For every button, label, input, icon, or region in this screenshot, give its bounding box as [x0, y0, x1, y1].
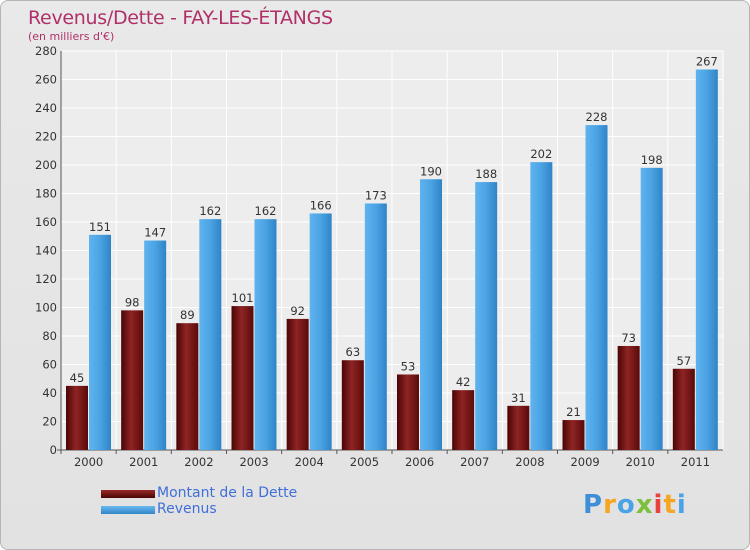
logo-letter: i — [676, 490, 687, 520]
y-tick-label: 200 — [35, 158, 57, 172]
data-label-dette: 45 — [70, 371, 85, 385]
bar-revenus — [530, 162, 553, 450]
data-label-dette: 31 — [511, 391, 526, 405]
bar-dette — [562, 420, 585, 450]
logo-letter: t — [663, 490, 677, 520]
x-tick-label: 2006 — [405, 455, 434, 469]
x-tick-label: 2010 — [626, 455, 655, 469]
bar-revenus — [144, 240, 167, 450]
y-tick-label: 20 — [42, 415, 57, 429]
y-tick-label: 40 — [42, 386, 57, 400]
bar-dette — [507, 405, 530, 450]
data-label-revenus: 198 — [641, 153, 663, 167]
legend-label-dette: Montant de la Dette — [157, 485, 298, 501]
data-label-dette: 73 — [621, 331, 636, 345]
x-tick-label: 2007 — [460, 455, 489, 469]
bar-dette — [672, 368, 695, 450]
data-label-revenus: 202 — [530, 147, 552, 161]
data-label-dette: 53 — [401, 359, 416, 373]
y-tick-label: 120 — [35, 272, 57, 286]
labels-layer: 45 98 89 101 92 63 53 42 31 21 73 57 151 147 162 162 166… — [70, 55, 718, 420]
data-label-revenus: 151 — [89, 220, 111, 234]
data-label-revenus: 190 — [420, 164, 442, 178]
data-label-dette: 92 — [290, 304, 305, 318]
y-tick-label: 0 — [50, 443, 57, 457]
logo-letter: x — [635, 490, 654, 520]
legend-item-revenus: Revenus — [101, 501, 361, 519]
bar-dette — [66, 385, 88, 450]
data-label-dette: 42 — [456, 375, 471, 389]
x-tick-label: 2009 — [570, 455, 599, 469]
x-tick-label: 2011 — [681, 455, 710, 469]
data-label-dette: 63 — [346, 345, 361, 359]
x-tick-label: 2004 — [295, 455, 324, 469]
chart-subtitle: (en milliers d'€) — [28, 30, 115, 43]
x-tick-label: 2001 — [129, 455, 158, 469]
axis-layer: 0 20 40 60 80 100 120 140 160 180 200 220 240 260 280 2… — [35, 44, 723, 469]
bar-dette — [452, 390, 475, 450]
y-tick-label: 100 — [35, 301, 57, 315]
y-tick-label: 240 — [35, 101, 57, 115]
bar-revenus — [475, 182, 498, 450]
bar-revenus — [695, 69, 718, 451]
legend-label-revenus: Revenus — [157, 501, 217, 517]
x-tick-label: 2003 — [239, 455, 268, 469]
y-tick-label: 140 — [35, 244, 57, 258]
bar-revenus — [309, 213, 332, 450]
data-label-revenus: 188 — [475, 167, 497, 181]
proxiti-logo: Proxiti — [583, 490, 687, 520]
legend-swatch-dette — [101, 490, 155, 498]
y-tick-label: 60 — [42, 358, 57, 372]
bar-dette — [397, 374, 419, 450]
legend: Montant de la Dette Revenus — [101, 485, 361, 519]
bar-dette — [121, 310, 144, 450]
x-tick-label: 2002 — [184, 455, 213, 469]
bar-revenus — [254, 219, 277, 450]
bar-revenus — [585, 125, 608, 450]
x-tick-label: 2000 — [74, 455, 103, 469]
data-label-revenus: 267 — [696, 55, 718, 69]
grid-layer — [60, 50, 724, 451]
legend-item-dette: Montant de la Dette — [101, 485, 361, 503]
bar-dette — [286, 318, 309, 450]
data-label-dette: 89 — [180, 308, 195, 322]
data-label-revenus: 162 — [255, 204, 277, 218]
data-label-revenus: 147 — [144, 226, 166, 240]
data-label-dette: 21 — [566, 405, 581, 419]
logo-letter: r — [603, 490, 617, 520]
bar-dette — [341, 360, 364, 450]
bar-dette — [231, 306, 254, 450]
data-label-revenus: 228 — [586, 110, 608, 124]
y-tick-label: 80 — [42, 329, 57, 343]
y-tick-label: 220 — [35, 130, 57, 144]
bar-revenus — [364, 203, 387, 450]
y-tick-label: 180 — [35, 187, 57, 201]
x-tick-label: 2008 — [515, 455, 544, 469]
bar-revenus — [420, 179, 442, 450]
data-label-revenus: 173 — [365, 188, 387, 202]
data-label-revenus: 166 — [310, 198, 332, 212]
y-tick-label: 160 — [35, 215, 57, 229]
bar-revenus — [89, 234, 111, 450]
legend-swatch-revenus — [101, 506, 155, 514]
logo-letter: P — [583, 490, 604, 520]
data-label-revenus: 162 — [199, 204, 221, 218]
bar-dette — [176, 323, 199, 450]
logo-letter: i — [653, 490, 664, 520]
bar-revenus — [640, 167, 663, 450]
bars-layer — [66, 69, 718, 451]
y-tick-label: 280 — [35, 44, 57, 58]
logo-letter: o — [616, 490, 636, 520]
data-label-dette: 101 — [232, 291, 254, 305]
data-label-dette: 98 — [125, 295, 140, 309]
data-label-dette: 57 — [677, 354, 692, 368]
bar-revenus — [199, 219, 222, 450]
chart-title: Revenus/Dette - FAY-LES-ÉTANGS — [28, 7, 333, 29]
y-tick-label: 260 — [35, 73, 57, 87]
x-tick-label: 2005 — [350, 455, 379, 469]
bar-dette — [617, 345, 640, 450]
